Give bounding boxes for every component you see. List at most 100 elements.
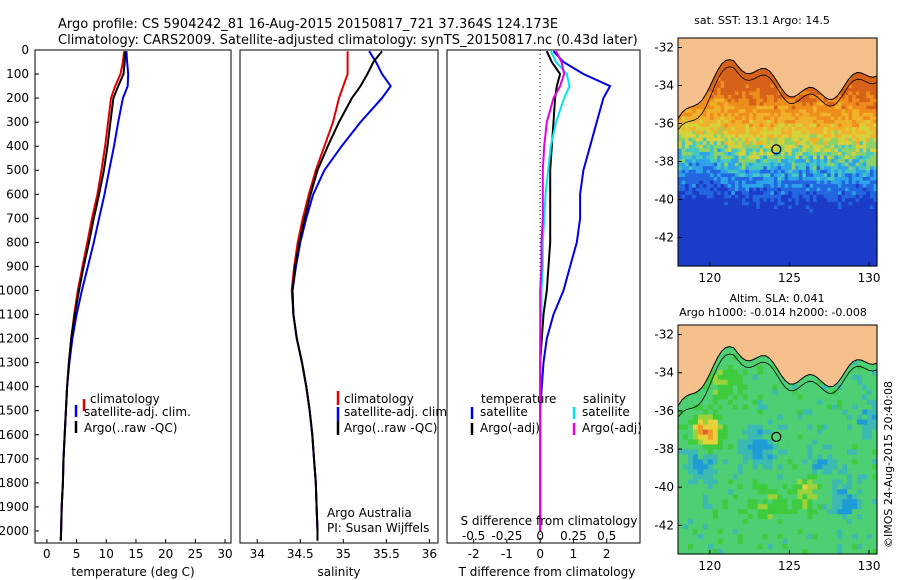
heatmap-cell xyxy=(823,162,828,167)
heatmap-cell xyxy=(869,152,875,157)
heatmap-cell xyxy=(788,194,793,199)
heatmap-cell xyxy=(792,419,798,426)
heatmap-cell xyxy=(737,444,744,451)
heatmap-cell xyxy=(688,241,693,246)
heatmap-cell xyxy=(830,205,835,210)
heatmap-cell xyxy=(855,198,860,203)
heatmap-cell xyxy=(795,226,800,231)
heatmap-cell xyxy=(734,137,740,142)
heatmap-cell xyxy=(773,116,779,121)
heatmap-cell xyxy=(848,176,853,182)
heatmap-cell xyxy=(738,194,743,199)
heatmap-cell xyxy=(687,499,694,505)
heatmap-cell xyxy=(734,102,740,107)
heatmap-cell xyxy=(712,374,719,381)
heatmap-cell xyxy=(763,248,768,253)
heatmap-cell xyxy=(784,102,789,107)
heatmap-cell xyxy=(797,389,803,396)
heatmap-cell xyxy=(702,144,708,150)
heatmap-cell xyxy=(763,102,768,107)
heatmap-cell xyxy=(713,187,718,192)
heatmap-cell xyxy=(841,169,846,174)
heatmap-cell xyxy=(762,399,769,406)
heatmap-cell xyxy=(809,219,814,224)
heatmap-cell xyxy=(685,244,690,249)
heatmap-cell xyxy=(788,137,793,142)
heatmap-cell xyxy=(855,148,860,153)
heatmap-cell xyxy=(722,379,729,386)
heatmap-cell xyxy=(770,241,775,246)
heatmap-cell xyxy=(773,244,779,249)
heatmap-cell xyxy=(737,364,744,371)
heatmap-cell xyxy=(712,434,719,441)
heatmap-cell xyxy=(820,187,825,192)
heatmap-cell xyxy=(699,166,704,171)
heatmap-cell xyxy=(787,549,794,555)
heatmap-cell xyxy=(862,248,867,253)
heatmap-cell xyxy=(784,127,789,132)
heatmap-cell xyxy=(795,216,800,221)
heatmap-cell xyxy=(772,434,779,441)
heatmap-cell xyxy=(788,152,793,157)
heatmap-cell xyxy=(820,205,825,210)
heatmap-cell xyxy=(742,414,749,421)
heatmap-cell xyxy=(777,414,784,421)
heatmap-cell xyxy=(827,166,832,171)
heatmap-cell xyxy=(802,130,807,135)
heatmap-cell xyxy=(678,414,684,421)
heatmap-cell xyxy=(777,209,782,214)
heatmap-cell xyxy=(702,255,708,260)
heatmap-cell xyxy=(752,509,759,515)
heatmap-cell xyxy=(699,248,704,253)
heatmap-cell xyxy=(702,514,709,520)
heatmap-cell xyxy=(762,449,769,456)
heatmap-cell xyxy=(767,364,774,371)
heatmap-cell xyxy=(732,454,739,461)
heatmap-cell xyxy=(724,59,729,64)
heatmap-cell xyxy=(802,539,808,545)
heatmap-cell xyxy=(741,255,747,260)
heatmap-cell xyxy=(787,394,794,401)
heatmap-cell xyxy=(707,509,714,515)
heatmap-cell xyxy=(841,191,846,196)
heatmap-cell xyxy=(678,404,684,411)
heatmap-cell xyxy=(772,384,779,391)
heatmap-cell xyxy=(752,166,757,171)
heatmap-cell xyxy=(681,212,686,217)
heatmap-cell xyxy=(830,109,835,114)
heatmap-cell xyxy=(685,191,690,196)
heatmap-cell xyxy=(709,198,715,203)
heatmap-cell xyxy=(702,187,708,192)
depth-tick-label: 500 xyxy=(6,163,29,177)
heatmap-cell xyxy=(873,119,878,125)
heatmap-cell xyxy=(737,454,744,461)
heatmap-cell xyxy=(809,166,814,171)
heatmap-cell xyxy=(845,84,850,89)
heatmap-cell xyxy=(770,233,775,239)
heatmap-cell xyxy=(731,116,736,121)
heatmap-cell xyxy=(749,162,754,167)
heatmap-cell xyxy=(805,233,811,239)
heatmap-cell xyxy=(767,379,774,386)
heatmap-cell xyxy=(837,91,843,96)
heatmap-cell xyxy=(866,109,871,114)
heatmap-cell xyxy=(770,248,775,253)
heatmap-cell xyxy=(702,119,708,125)
heatmap-cell xyxy=(852,137,857,142)
t-difference-axis-ticks: -2 -1 0 1 2 xyxy=(468,539,611,561)
heatmap-cell xyxy=(717,524,724,530)
heatmap-cell xyxy=(741,173,747,178)
heatmap-cell xyxy=(805,258,811,264)
heatmap-cell xyxy=(798,233,803,239)
heatmap-cell xyxy=(757,364,764,371)
heatmap-cell xyxy=(795,251,800,256)
heatmap-cell xyxy=(692,255,697,260)
heatmap-cell xyxy=(722,489,729,495)
heatmap-cell xyxy=(742,364,749,371)
heatmap-cell xyxy=(820,241,825,246)
heatmap-cell xyxy=(702,173,708,178)
heatmap-cell xyxy=(862,237,867,242)
heatmap-cell xyxy=(766,198,771,203)
heatmap-cell xyxy=(809,241,814,246)
heatmap-cell xyxy=(692,399,699,406)
